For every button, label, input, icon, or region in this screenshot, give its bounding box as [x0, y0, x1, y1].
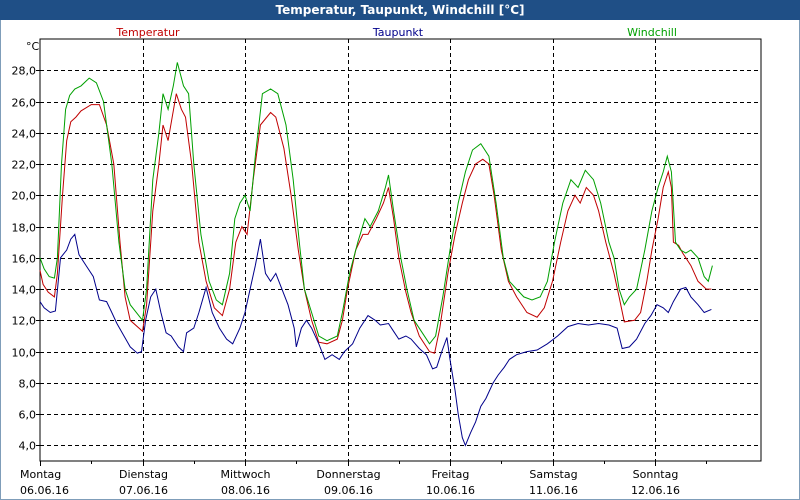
y-tick-label: 24,0	[12, 128, 37, 141]
legend-entry-taupunkt: Taupunkt	[372, 26, 424, 39]
y-tick-label: 8,0	[19, 378, 37, 391]
y-tick-label: 26,0	[12, 97, 37, 110]
y-tick-label: 22,0	[12, 159, 37, 172]
x-tick-date-label: 08.06.16	[221, 484, 270, 497]
y-tick-label: 12,0	[12, 315, 37, 328]
y-tick-label: 18,0	[12, 222, 37, 235]
legend-entry-windchill: Windchill	[627, 26, 677, 39]
x-tick-day-label: Sonntag	[633, 468, 679, 481]
x-tick-date-label: 09.06.16	[324, 484, 373, 497]
y-axis-unit-label: °C	[26, 40, 40, 53]
x-tick-date-label: 12.06.16	[631, 484, 680, 497]
x-tick-date-label: 11.06.16	[529, 484, 578, 497]
series-line-taupunkt	[39, 233, 712, 447]
y-tick-label: 10,0	[12, 347, 37, 360]
plot-area-border	[39, 38, 762, 462]
x-tick-day-label: Samstag	[529, 468, 577, 481]
x-tick-day-label: Montag	[20, 468, 61, 481]
chart-frame	[0, 20, 800, 500]
x-tick-day-label: Donnerstag	[316, 468, 380, 481]
x-tick-day-label: Mittwoch	[221, 468, 271, 481]
x-tick-date-label: 07.06.16	[119, 484, 168, 497]
chart-title: Temperatur, Taupunkt, Windchill [°C]	[275, 3, 525, 17]
x-tick-day-label: Dienstag	[119, 468, 168, 481]
y-tick-label: 14,0	[12, 284, 37, 297]
y-tick-label: 16,0	[12, 253, 37, 266]
legend-entry-temperatur: Temperatur	[115, 26, 180, 39]
x-tick-date-label: 06.06.16	[20, 484, 69, 497]
series-line-windchill	[39, 62, 713, 345]
x-tick-date-label: 10.06.16	[426, 484, 475, 497]
y-tick-label: 20,0	[12, 190, 37, 203]
x-tick-day-label: Freitag	[432, 468, 470, 481]
series-line-temperatur	[39, 93, 712, 354]
y-tick-label: 4,0	[19, 440, 37, 453]
y-tick-label: 28,0	[12, 65, 37, 78]
y-tick-label: 6,0	[19, 409, 37, 422]
